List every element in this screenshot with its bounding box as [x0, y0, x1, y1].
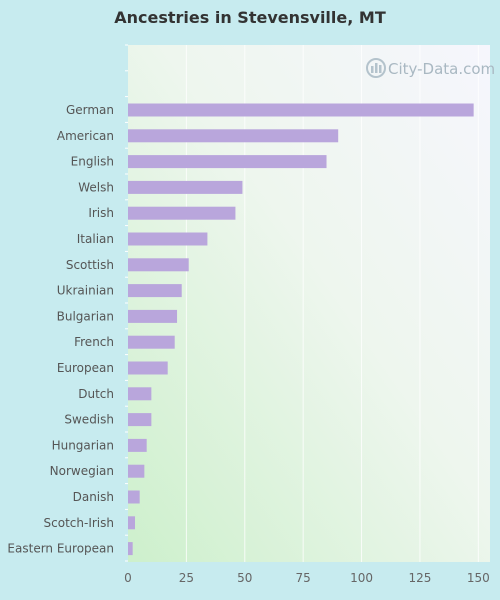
bar-danish	[128, 490, 140, 504]
category-label: Swedish	[64, 413, 114, 427]
x-tick-label: 125	[408, 571, 431, 585]
bar-norwegian	[128, 464, 145, 478]
category-label: French	[74, 335, 114, 349]
category-label: Scottish	[66, 258, 114, 272]
watermark-text: City-Data.com	[388, 60, 495, 78]
category-label: American	[57, 129, 114, 143]
watermark: City-Data.com	[366, 58, 495, 78]
x-tick-label: 25	[179, 571, 194, 585]
bar-american	[128, 129, 339, 143]
category-label: Danish	[73, 490, 114, 504]
category-label: Irish	[88, 206, 114, 220]
bar-english	[128, 155, 327, 169]
plot-background	[128, 45, 490, 562]
bar-german	[128, 103, 474, 117]
category-label: English	[71, 155, 114, 169]
bar-bulgarian	[128, 309, 178, 323]
bar-swedish	[128, 413, 152, 427]
x-tick-label: 150	[467, 571, 490, 585]
bar-european	[128, 361, 168, 375]
bar-irish	[128, 206, 236, 220]
category-label: Bulgarian	[57, 309, 114, 323]
category-label: Norwegian	[50, 464, 114, 478]
category-label: Scotch-Irish	[44, 516, 114, 530]
watermark-icon	[366, 58, 386, 78]
x-tick-label: 100	[350, 571, 373, 585]
x-tick-label: 0	[124, 571, 132, 585]
category-label: Ukrainian	[57, 284, 114, 298]
x-axis-ticks: 0 25 50 75 100 125 150	[124, 571, 490, 585]
category-label: Hungarian	[52, 438, 114, 452]
bar-ukrainian	[128, 284, 182, 298]
grid-lines	[125, 44, 479, 562]
x-tick-label: 50	[237, 571, 252, 585]
bar-scottish	[128, 258, 189, 272]
bar-eastern-european	[128, 542, 133, 556]
bar-italian	[128, 232, 208, 246]
bar-french	[128, 335, 175, 349]
category-label: Dutch	[78, 387, 114, 401]
category-labels: German American English Welsh Irish Italian Sc…	[7, 103, 114, 556]
category-label: European	[57, 361, 114, 375]
category-label: German	[66, 103, 114, 117]
bar-hungarian	[128, 438, 147, 452]
bars	[128, 103, 474, 556]
x-tick-label: 75	[296, 571, 311, 585]
bar-dutch	[128, 387, 152, 401]
category-label: Eastern European	[7, 542, 114, 556]
category-label: Welsh	[78, 180, 114, 194]
bar-scotch-irish	[128, 516, 136, 530]
category-label: Italian	[77, 232, 114, 246]
chart-title: Ancestries in Stevensville, MT	[114, 8, 386, 27]
bar-welsh	[128, 180, 243, 194]
